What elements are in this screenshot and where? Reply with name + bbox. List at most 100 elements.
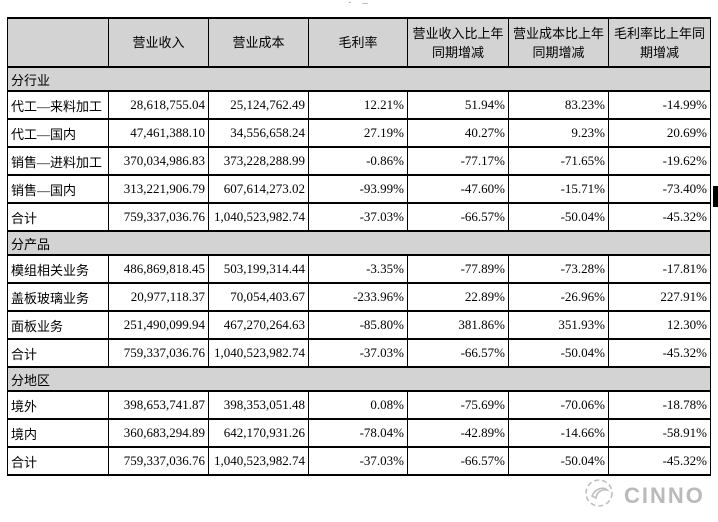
cell-cost: 34,556,658.24 <box>208 118 309 148</box>
cell-revenue: 759,337,036.76 <box>108 338 209 368</box>
section-title: 分产品 <box>7 230 711 256</box>
cell-cost-yoy: 351.93% <box>508 310 609 340</box>
cell-revenue: 360,683,294.89 <box>108 418 209 448</box>
col-header-cost: 营业成本 <box>208 17 309 68</box>
cell-revenue-yoy: 51.94% <box>407 90 509 120</box>
section-title: 分地区 <box>7 366 711 392</box>
watermark-text: CINNO <box>624 482 705 508</box>
row-label: 面板业务 <box>7 310 109 340</box>
cell-cost-yoy: -70.06% <box>508 390 609 420</box>
cell-margin: 12.21% <box>308 90 408 120</box>
cell-margin-yoy: -14.99% <box>608 90 711 120</box>
cell-margin-yoy: -58.91% <box>608 418 711 448</box>
cell-margin-yoy: 227.91% <box>608 282 711 312</box>
cell-margin-yoy: -45.32% <box>608 446 711 476</box>
row-label: 销售—进料加工 <box>7 146 109 176</box>
cell-revenue: 370,034,986.83 <box>108 146 209 176</box>
cell-margin-yoy: -18.78% <box>608 390 711 420</box>
cell-margin: 0.08% <box>308 390 408 420</box>
cell-margin: -233.96% <box>308 282 408 312</box>
row-label: 合计 <box>7 446 109 476</box>
cell-revenue: 759,337,036.76 <box>108 446 209 476</box>
cell-revenue: 486,869,818.45 <box>108 254 209 284</box>
section-row-by-region: 分地区 <box>7 366 711 392</box>
cell-margin: 27.19% <box>308 118 408 148</box>
table-row: 代工—来料加工 28,618,755.04 25,124,762.49 12.2… <box>7 90 711 120</box>
cell-cost: 398,353,051.48 <box>208 390 309 420</box>
row-label: 合计 <box>7 338 109 368</box>
cell-margin-yoy: -45.32% <box>608 338 711 368</box>
row-label: 销售—国内 <box>7 174 109 204</box>
edge-artifact <box>713 186 718 207</box>
cell-cost-yoy: -50.04% <box>508 338 609 368</box>
cell-revenue-yoy: 40.27% <box>407 118 509 148</box>
cell-cost: 1,040,523,982.74 <box>208 446 309 476</box>
col-header-cost-yoy: 营业成本比上年 同期增减 <box>508 17 609 68</box>
cell-revenue-yoy: -42.89% <box>407 418 509 448</box>
table-row: 盖板玻璃业务 20,977,118.37 70,054,403.67 -233.… <box>7 282 711 312</box>
cell-margin-yoy: -45.32% <box>608 202 711 232</box>
cell-revenue: 313,221,906.79 <box>108 174 209 204</box>
row-label: 合计 <box>7 202 109 232</box>
table-row: 模组相关业务 486,869,818.45 503,199,314.44 -3.… <box>7 254 711 284</box>
table-row: 代工—国内 47,461,388.10 34,556,658.24 27.19%… <box>7 118 711 148</box>
cell-revenue-yoy: -66.57% <box>407 338 509 368</box>
cell-revenue: 759,337,036.76 <box>108 202 209 232</box>
financial-breakdown-table: 营业收入 营业成本 毛利率 营业收入比上年 同期增减 营业成本比上年 同期增减 … <box>7 17 711 476</box>
cell-cost-yoy: -50.04% <box>508 202 609 232</box>
cell-margin: -37.03% <box>308 446 408 476</box>
col-header-revenue: 营业收入 <box>108 17 209 68</box>
table-row: 销售—进料加工 370,034,986.83 373,228,288.99 -0… <box>7 146 711 176</box>
cinno-logo-icon <box>583 477 615 514</box>
row-label: 境内 <box>7 418 109 448</box>
table-row-total: 合计 759,337,036.76 1,040,523,982.74 -37.0… <box>7 446 711 476</box>
cell-cost: 25,124,762.49 <box>208 90 309 120</box>
cell-cost-yoy: 9.23% <box>508 118 609 148</box>
cell-margin: -37.03% <box>308 202 408 232</box>
cell-margin: -0.86% <box>308 146 408 176</box>
cell-cost-yoy: -71.65% <box>508 146 609 176</box>
cell-cost: 373,228,288.99 <box>208 146 309 176</box>
cell-revenue-yoy: -47.60% <box>407 174 509 204</box>
table-row-total: 合计 759,337,036.76 1,040,523,982.74 -37.0… <box>7 202 711 232</box>
row-label: 盖板玻璃业务 <box>7 282 109 312</box>
cell-cost: 1,040,523,982.74 <box>208 338 309 368</box>
cell-cost: 503,199,314.44 <box>208 254 309 284</box>
section-row-by-industry: 分行业 <box>7 66 711 92</box>
table-row: 面板业务 251,490,099.94 467,270,264.63 -85.8… <box>7 310 711 340</box>
cell-cost: 467,270,264.63 <box>208 310 309 340</box>
cell-revenue-yoy: -77.89% <box>407 254 509 284</box>
section-title: 分行业 <box>7 66 711 92</box>
cell-cost: 642,170,931.26 <box>208 418 309 448</box>
table-row-total: 合计 759,337,036.76 1,040,523,982.74 -37.0… <box>7 338 711 368</box>
cell-cost-yoy: -50.04% <box>508 446 609 476</box>
row-label: 代工—国内 <box>7 118 109 148</box>
col-header-gross-margin: 毛利率 <box>308 17 408 68</box>
cell-cost: 607,614,273.02 <box>208 174 309 204</box>
cell-cost-yoy: -26.96% <box>508 282 609 312</box>
page-number-fragment: · – <box>348 0 372 9</box>
cell-revenue-yoy: -75.69% <box>407 390 509 420</box>
cell-margin: -78.04% <box>308 418 408 448</box>
cell-margin: -85.80% <box>308 310 408 340</box>
col-header-margin-yoy: 毛利率比上年同 期增减 <box>608 17 711 68</box>
row-label: 代工—来料加工 <box>7 90 109 120</box>
cell-cost-yoy: -14.66% <box>508 418 609 448</box>
cell-revenue: 20,977,118.37 <box>108 282 209 312</box>
col-header-revenue-yoy: 营业收入比上年 同期增减 <box>407 17 509 68</box>
watermark: CINNO <box>583 477 705 514</box>
cell-margin-yoy: -19.62% <box>608 146 711 176</box>
cell-cost: 1,040,523,982.74 <box>208 202 309 232</box>
cell-cost: 70,054,403.67 <box>208 282 309 312</box>
table-row: 境内 360,683,294.89 642,170,931.26 -78.04%… <box>7 418 711 448</box>
cell-margin-yoy: 20.69% <box>608 118 711 148</box>
col-header-empty <box>7 17 109 68</box>
cell-margin: -93.99% <box>308 174 408 204</box>
cell-margin: -3.35% <box>308 254 408 284</box>
cell-revenue: 251,490,099.94 <box>108 310 209 340</box>
table-row: 销售—国内 313,221,906.79 607,614,273.02 -93.… <box>7 174 711 204</box>
section-row-by-product: 分产品 <box>7 230 711 256</box>
table-row: 境外 398,653,741.87 398,353,051.48 0.08% -… <box>7 390 711 420</box>
cell-revenue-yoy: -66.57% <box>407 202 509 232</box>
